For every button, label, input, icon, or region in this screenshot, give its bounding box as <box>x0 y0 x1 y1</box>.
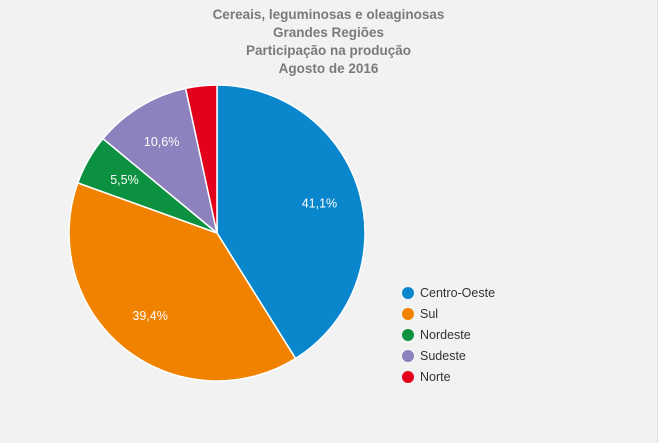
pie-label-centro-oeste: 41,1% <box>302 197 337 211</box>
legend-swatch <box>402 349 414 362</box>
legend-item-sudeste[interactable]: Sudeste <box>402 345 495 366</box>
chart-subtitle-measure: Participação na produção <box>245 43 412 58</box>
pie-label-nordeste: 5,5% <box>110 173 139 187</box>
chart-title-line: Cereais, leguminosas e oleaginosas <box>212 7 445 22</box>
legend-swatch <box>402 307 414 320</box>
legend-item-sul[interactable]: Sul <box>402 303 495 324</box>
pie-slice-centro-oeste[interactable] <box>216 84 366 360</box>
legend-item-centro-oeste[interactable]: Centro-Oeste <box>402 282 495 303</box>
chart-legend: Centro-Oeste Sul Nordeste Sudeste Norte <box>402 282 495 387</box>
chart-title: Cereais, leguminosas e oleaginosas Grand… <box>0 6 657 78</box>
chart-subtitle-region: Grandes Regiões <box>272 25 385 40</box>
pie-slice-sudeste[interactable] <box>101 87 219 235</box>
legend-label: Norte <box>420 369 451 384</box>
pie-label-sudeste: 10,6% <box>144 135 179 149</box>
pie-slice-sul[interactable] <box>68 181 297 382</box>
chart-subtitle-date: Agosto de 2016 <box>278 61 379 76</box>
legend-item-nordeste[interactable]: Nordeste <box>402 324 495 345</box>
legend-swatch <box>402 370 414 383</box>
pie-label-sul: 39,4% <box>132 309 167 323</box>
legend-label: Sudeste <box>420 348 466 363</box>
legend-swatch <box>402 286 414 299</box>
legend-label: Sul <box>420 306 439 321</box>
pie-slice-norte[interactable] <box>184 84 218 234</box>
legend-item-norte[interactable]: Norte <box>402 366 495 387</box>
legend-swatch <box>402 328 414 341</box>
legend-label: Centro-Oeste <box>420 285 496 300</box>
legend-label: Nordeste <box>420 327 471 342</box>
